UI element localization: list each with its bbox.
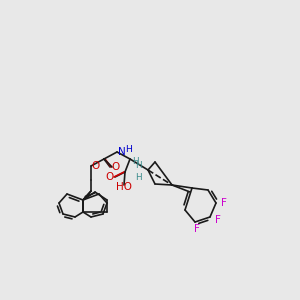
- Text: F: F: [221, 198, 227, 208]
- Text: H: H: [135, 173, 141, 182]
- Text: O: O: [111, 162, 119, 172]
- Text: H: H: [132, 158, 138, 166]
- Text: H: H: [135, 160, 141, 169]
- Text: O: O: [91, 161, 99, 171]
- Text: O: O: [105, 172, 113, 182]
- Text: HO: HO: [116, 182, 132, 192]
- Text: N: N: [118, 147, 126, 157]
- Text: F: F: [194, 224, 200, 234]
- Text: H: H: [126, 146, 132, 154]
- Text: F: F: [215, 215, 221, 225]
